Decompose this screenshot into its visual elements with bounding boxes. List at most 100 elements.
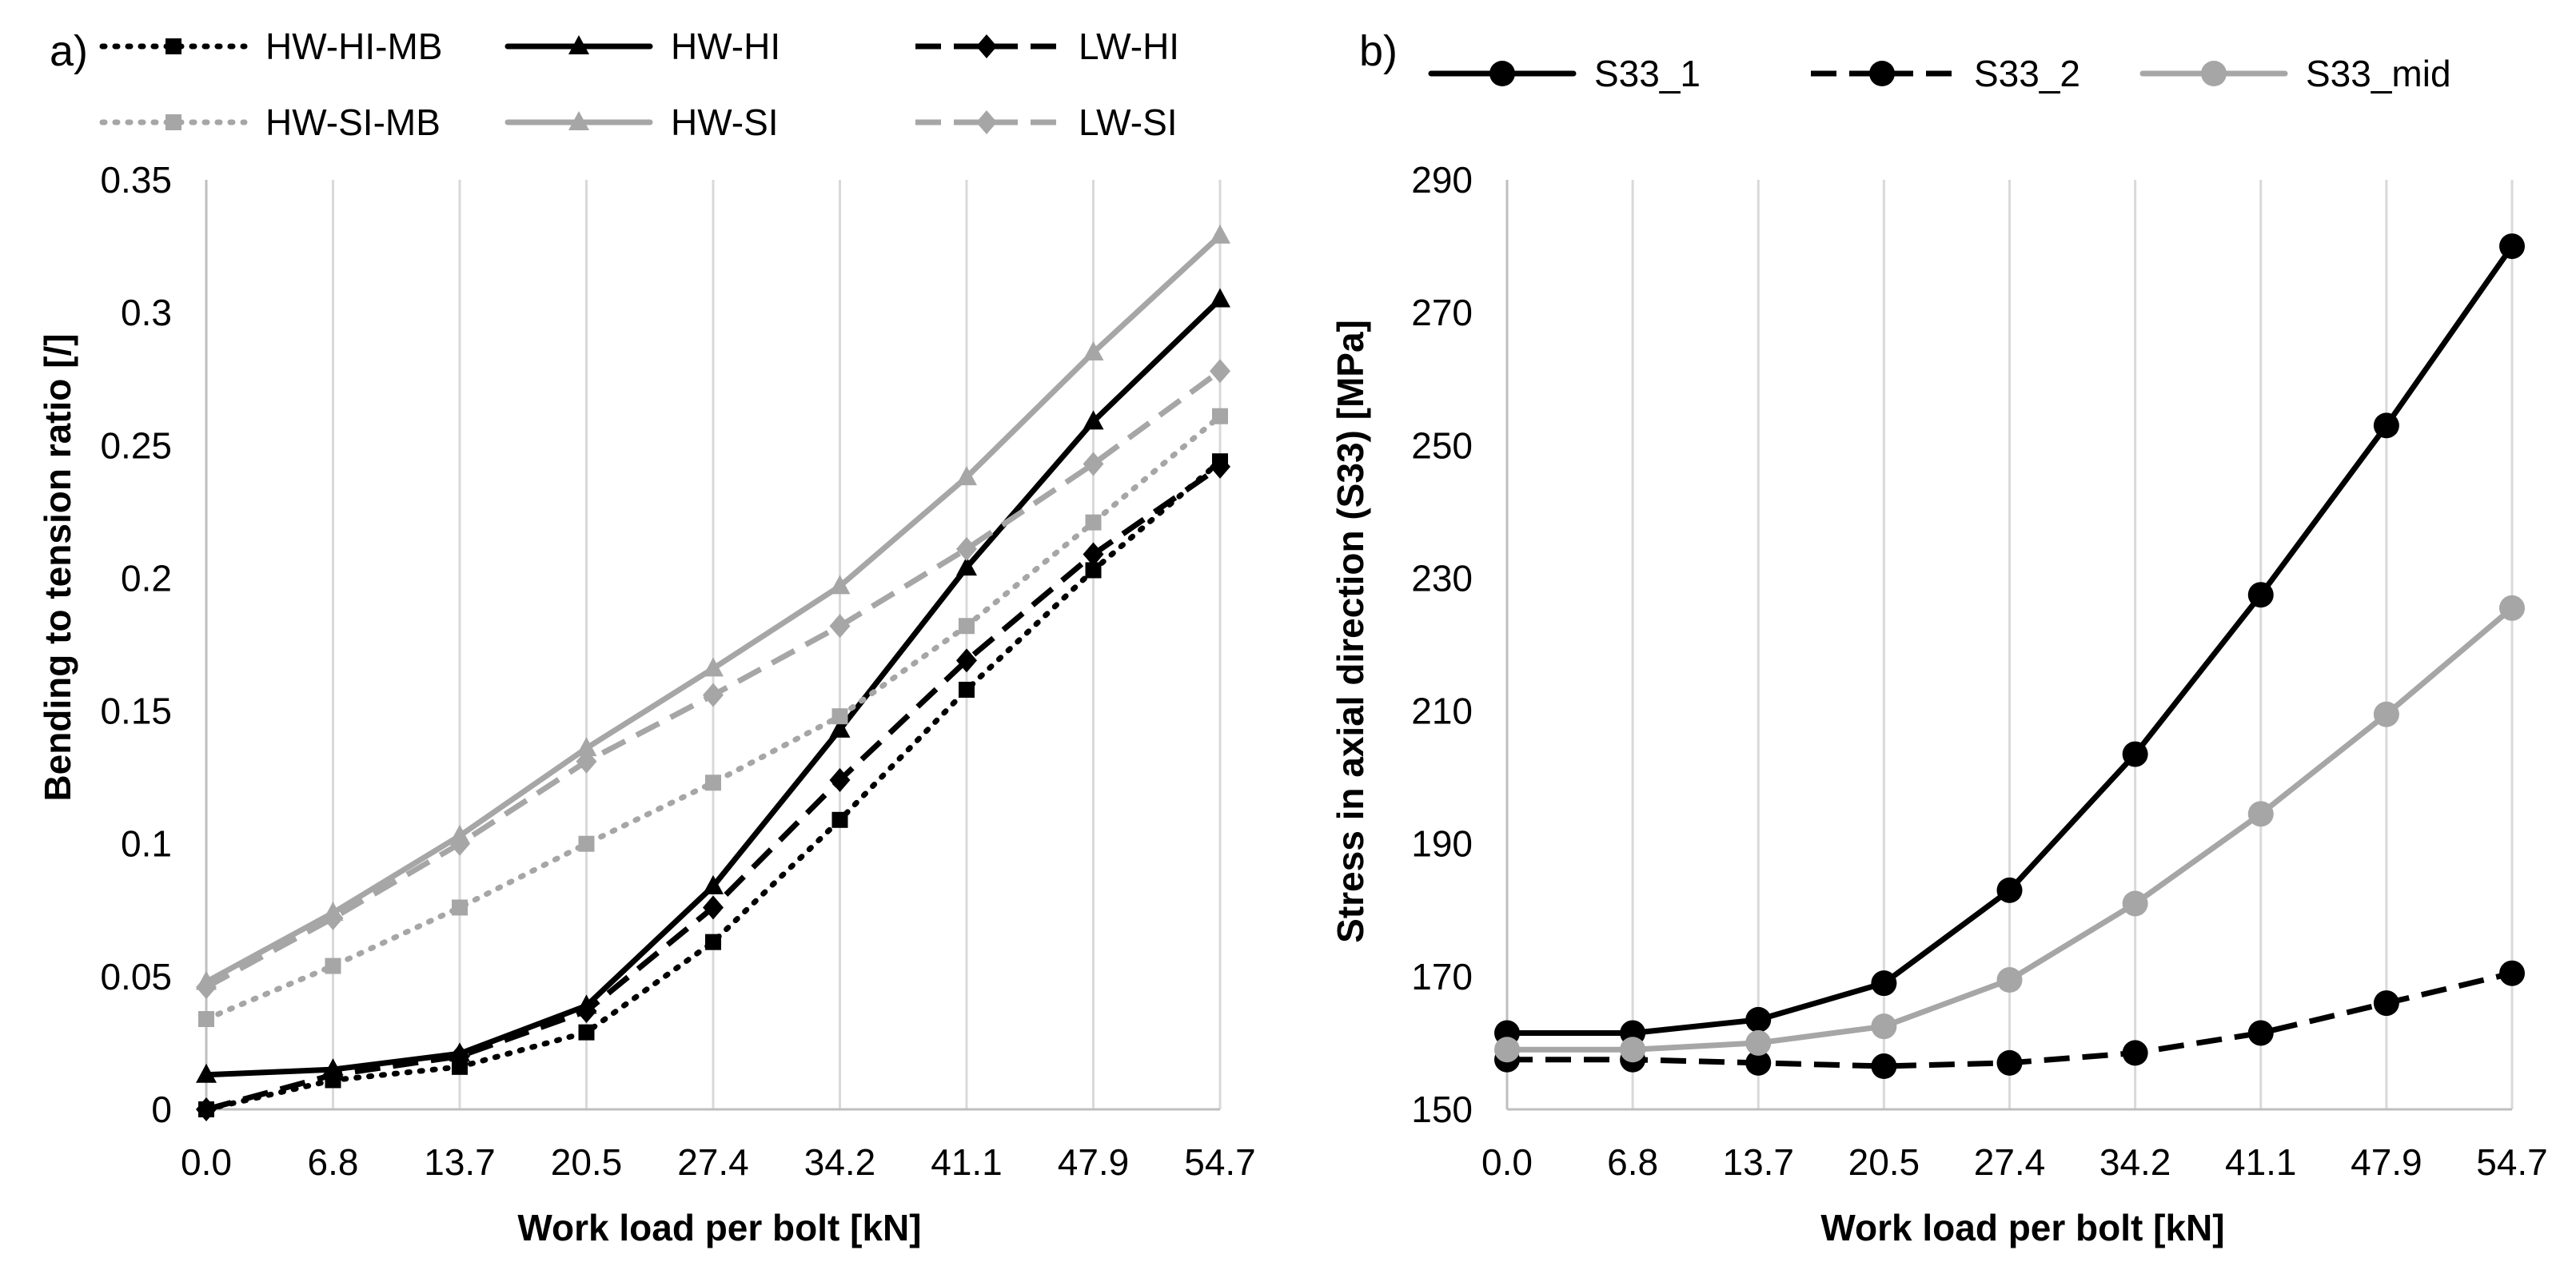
chart-a-legend-item-lw-si: LW-SI <box>915 102 1178 143</box>
chart-b-y-tick-label: 150 <box>1411 1089 1473 1130</box>
chart-b-x-tick-label: 47.9 <box>2351 1141 2422 1183</box>
chart-a-legend-item-hw-hi-mb: HW-HI-MB <box>99 26 442 67</box>
chart-a-point-hw-si-mb <box>578 835 595 852</box>
chart-a-point-lw-si <box>956 536 977 561</box>
chart-a-legend-marker-hw-hi-mb <box>165 38 181 54</box>
chart-a-point-lw-si <box>449 831 470 856</box>
chart-a-legend-label-lw-hi: LW-HI <box>1079 26 1179 67</box>
chart-b-legend-item-s33-1: S33_1 <box>1428 53 1701 94</box>
chart-a-x-tick-label: 41.1 <box>931 1141 1003 1183</box>
chart-a-point-hw-si-mb <box>198 1011 214 1028</box>
chart-a-axes <box>205 180 1220 1111</box>
chart-b-legend-label-s33-2: S33_2 <box>1974 53 2080 94</box>
chart-b-legend-marker-s33-1 <box>1489 61 1515 86</box>
chart-a-point-hw-si-mb <box>1212 408 1228 424</box>
chart-a-point-lw-hi <box>1210 454 1230 479</box>
chart-b-point-s33-2 <box>1871 1053 1897 1080</box>
chart-a-legend: HW-HI-MB HW-HI LW-HI HW-SI-MB HW-SI LW-SI <box>99 26 1179 143</box>
chart-a-point-hw-si-mb <box>1085 514 1102 531</box>
chart-b-point-s33-mid <box>1745 1029 1772 1056</box>
chart-a-point-hw-hi <box>196 1063 217 1083</box>
chart-a-legend-marker-lw-si <box>976 110 997 134</box>
chart-b-point-s33-1 <box>2499 233 2525 260</box>
chart-b-y-tick-label: 250 <box>1411 424 1473 466</box>
chart-a-legend-item-lw-hi: LW-HI <box>915 26 1179 67</box>
panel-a-label: a) <box>50 27 88 75</box>
chart-a-series-lw-si <box>196 359 1230 1000</box>
chart-a-y-axis-title: Bending to tension ratio [/] <box>37 333 78 801</box>
chart-a-series-lw-hi <box>196 454 1230 1121</box>
chart-b-x-tick-labels: 0.0 6.8 13.7 20.5 27.4 34.2 41.1 47.9 54.7 <box>1481 1141 2548 1183</box>
chart-b-y-axis-title: Stress in axial direction (S33) [MPa] <box>1330 320 1371 943</box>
chart-b-point-s33-mid <box>2373 701 2399 727</box>
chart-a-x-tick-label: 54.7 <box>1184 1141 1256 1183</box>
chart-b-y-tick-label: 190 <box>1411 823 1473 865</box>
chart-a-y-tick-label: 0.35 <box>100 159 172 201</box>
chart-b-x-tick-label: 34.2 <box>2099 1141 2171 1183</box>
chart-b-legend-label-s33-1: S33_1 <box>1594 53 1701 94</box>
chart-b-point-s33-1 <box>2247 582 2274 608</box>
chart-b-y-tick-label: 290 <box>1411 159 1473 201</box>
chart-a: a) Bending to tension ratio [/] Work loa… <box>37 26 1256 1248</box>
chart-b-y-tick-labels: 150 170 190 210 230 250 270 290 <box>1411 159 1473 1130</box>
chart-a-point-lw-hi <box>956 648 977 673</box>
chart-b-legend-item-s33-2: S33_2 <box>1811 53 2080 94</box>
chart-b-y-tick-label: 170 <box>1411 956 1473 997</box>
chart-b-y-tick-label: 270 <box>1411 292 1473 333</box>
chart-a-point-lw-si <box>829 614 851 639</box>
chart-b-point-s33-2 <box>1745 1049 1772 1076</box>
chart-a-point-hw-hi <box>829 718 851 738</box>
chart-b-point-s33-1 <box>1996 877 2023 903</box>
chart-a-series-layer <box>196 224 1230 1121</box>
chart-b-y-tick-label: 210 <box>1411 691 1473 732</box>
chart-a-point-hw-hi-mb <box>705 934 721 950</box>
chart-a-point-hw-hi-mb <box>959 681 975 698</box>
chart-a-point-hw-hi-mb <box>578 1024 595 1041</box>
chart-a-x-tick-label: 20.5 <box>551 1141 623 1183</box>
chart-b: b) Stress in axial direction (S33) [MPa]… <box>1330 27 2548 1248</box>
chart-a-point-lw-hi <box>703 895 724 920</box>
chart-a-point-hw-si <box>1210 224 1230 244</box>
chart-b-grid <box>1505 180 2514 1109</box>
chart-a-x-tick-label: 0.0 <box>181 1141 232 1183</box>
chart-b-x-tick-label: 27.4 <box>1974 1141 2046 1183</box>
chart-a-point-hw-si <box>1083 340 1104 360</box>
chart-a-legend-marker-hw-si-mb <box>165 114 181 130</box>
chart-a-y-tick-labels: 0 0.05 0.1 0.15 0.2 0.25 0.3 0.35 <box>100 159 172 1130</box>
chart-b-series-s33-mid <box>1494 595 2525 1063</box>
chart-b-point-s33-2 <box>2247 1020 2274 1046</box>
chart-a-point-hw-hi <box>1210 288 1230 308</box>
chart-a-y-tick-label: 0.25 <box>100 424 172 466</box>
chart-b-point-s33-mid <box>1494 1037 1520 1063</box>
chart-a-point-lw-hi <box>576 999 597 1024</box>
chart-a-point-hw-si <box>703 657 724 677</box>
chart-a-point-lw-hi <box>322 1062 344 1087</box>
chart-a-point-hw-si-mb <box>325 958 341 974</box>
chart-a-legend-item-hw-si: HW-SI <box>504 102 779 143</box>
chart-a-legend-marker-lw-hi <box>976 34 997 58</box>
chart-b-x-tick-label: 6.8 <box>1607 1141 1658 1183</box>
chart-b-x-tick-label: 41.1 <box>2225 1141 2297 1183</box>
chart-b-legend-item-s33-mid: S33_mid <box>2139 53 2451 94</box>
chart-a-y-tick-label: 0 <box>151 1089 172 1130</box>
chart-a-legend-marker-hw-hi <box>568 35 589 54</box>
chart-b-legend-marker-s33-mid <box>2201 61 2227 86</box>
chart-a-point-hw-si-mb <box>452 899 468 916</box>
chart-a-point-hw-si <box>576 737 597 757</box>
chart-b-x-tick-label: 20.5 <box>1848 1141 1920 1183</box>
chart-b-point-s33-1 <box>2373 412 2399 439</box>
chart-b-y-tick-label: 230 <box>1411 557 1473 599</box>
chart-b-point-s33-mid <box>2499 595 2525 621</box>
chart-a-legend-item-hw-si-mb: HW-SI-MB <box>99 102 441 143</box>
chart-a-series-hw-si-mb <box>198 408 1228 1028</box>
chart-a-point-lw-si <box>322 906 344 930</box>
chart-b-point-s33-1 <box>2122 741 2148 767</box>
chart-b-axes <box>1505 180 2512 1111</box>
chart-a-x-tick-label: 13.7 <box>424 1141 496 1183</box>
chart-a-x-axis-title: Work load per bolt [kN] <box>517 1207 921 1248</box>
chart-b-x-axis-title: Work load per bolt [kN] <box>1820 1207 2224 1248</box>
chart-a-point-lw-hi <box>449 1044 470 1069</box>
chart-a-line-hw-si-mb <box>203 413 1223 1022</box>
chart-b-x-tick-label: 13.7 <box>1722 1141 1794 1183</box>
chart-b-point-s33-mid <box>1996 967 2023 993</box>
